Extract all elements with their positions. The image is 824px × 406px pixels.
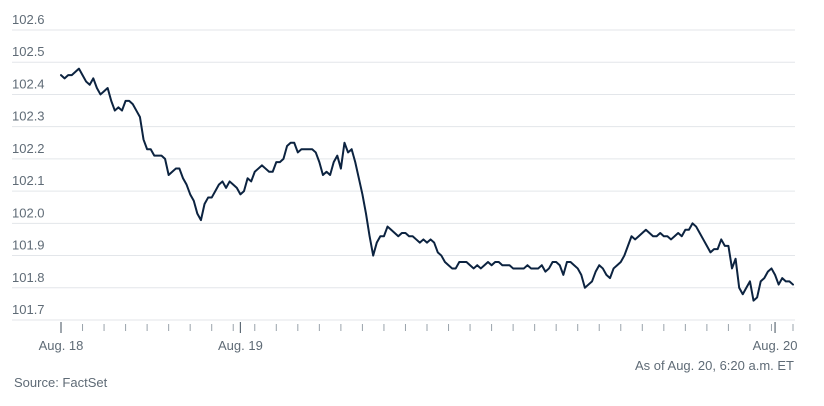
series-line-group (60, 67, 794, 302)
y-tick-label: 102.4 (12, 76, 45, 91)
y-axis-labels: 102.6 102.5 102.4 102.3 102.2 102.1 102.0 101.9… (12, 12, 45, 317)
y-tick-label: 101.7 (12, 302, 45, 317)
y-tick-label: 102.1 (12, 173, 45, 188)
y-tick-label: 102.6 (12, 12, 45, 27)
y-tick-label: 101.9 (12, 238, 45, 253)
y-tick-label: 102.3 (12, 109, 45, 124)
x-axis: Aug. 18 Aug. 19 Aug. 20 (39, 322, 798, 353)
series-line (60, 67, 794, 302)
grid-lines (12, 29, 795, 321)
x-tick-label: Aug. 18 (39, 338, 84, 353)
y-tick-label: 102.2 (12, 141, 45, 156)
as-of-note: As of Aug. 20, 6:20 a.m. ET (635, 358, 794, 373)
y-tick-label: 102.0 (12, 205, 45, 220)
y-tick-label: 101.8 (12, 270, 45, 285)
x-tick-label: Aug. 19 (218, 338, 263, 353)
y-tick-label: 102.5 (12, 44, 45, 59)
source-note: Source: FactSet (14, 375, 108, 390)
x-tick-label: Aug. 20 (753, 338, 798, 353)
